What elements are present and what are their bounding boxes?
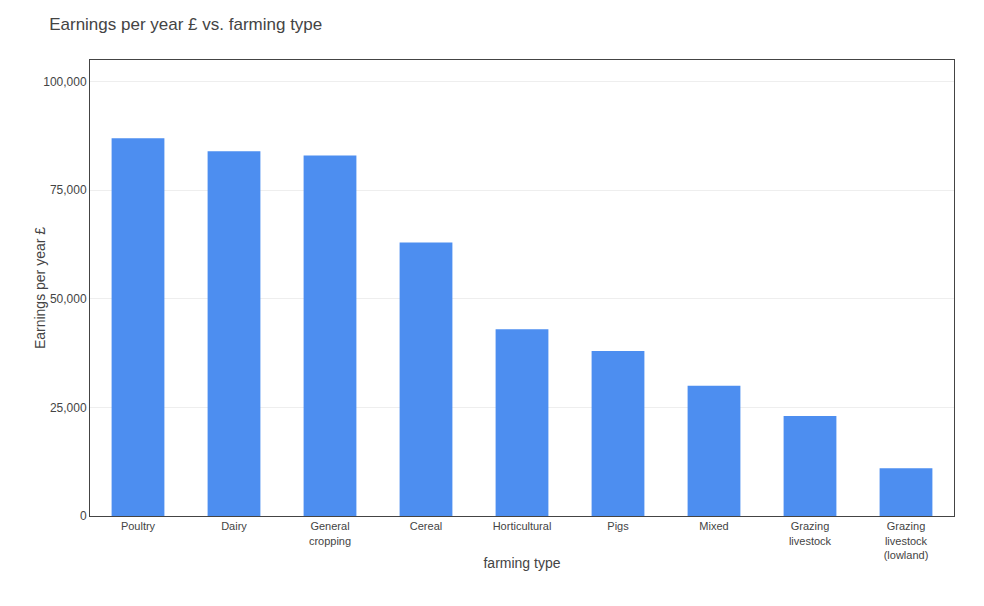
svg-text:Cereal: Cereal [410, 520, 442, 532]
svg-text:Poultry: Poultry [121, 520, 156, 532]
svg-text:Earnings per year £ vs. farmin: Earnings per year £ vs. farming type [49, 15, 322, 34]
svg-text:0: 0 [80, 509, 87, 523]
svg-text:25,000: 25,000 [50, 401, 87, 415]
svg-text:75,000: 75,000 [50, 183, 87, 197]
svg-text:farming type: farming type [483, 555, 560, 571]
svg-text:100,000: 100,000 [43, 75, 87, 89]
svg-text:Grazinglivestock: Grazinglivestock [789, 520, 832, 546]
svg-text:Generalcropping: Generalcropping [309, 520, 351, 546]
svg-text:Mixed: Mixed [699, 520, 728, 532]
svg-text:Dairy: Dairy [221, 520, 247, 532]
svg-text:Pigs: Pigs [607, 520, 629, 532]
svg-text:Earnings per year £: Earnings per year £ [32, 227, 48, 349]
svg-text:50,000: 50,000 [50, 292, 87, 306]
svg-text:Grazinglivestock(lowland): Grazinglivestock(lowland) [884, 520, 929, 561]
svg-text:Horticultural: Horticultural [493, 520, 552, 532]
